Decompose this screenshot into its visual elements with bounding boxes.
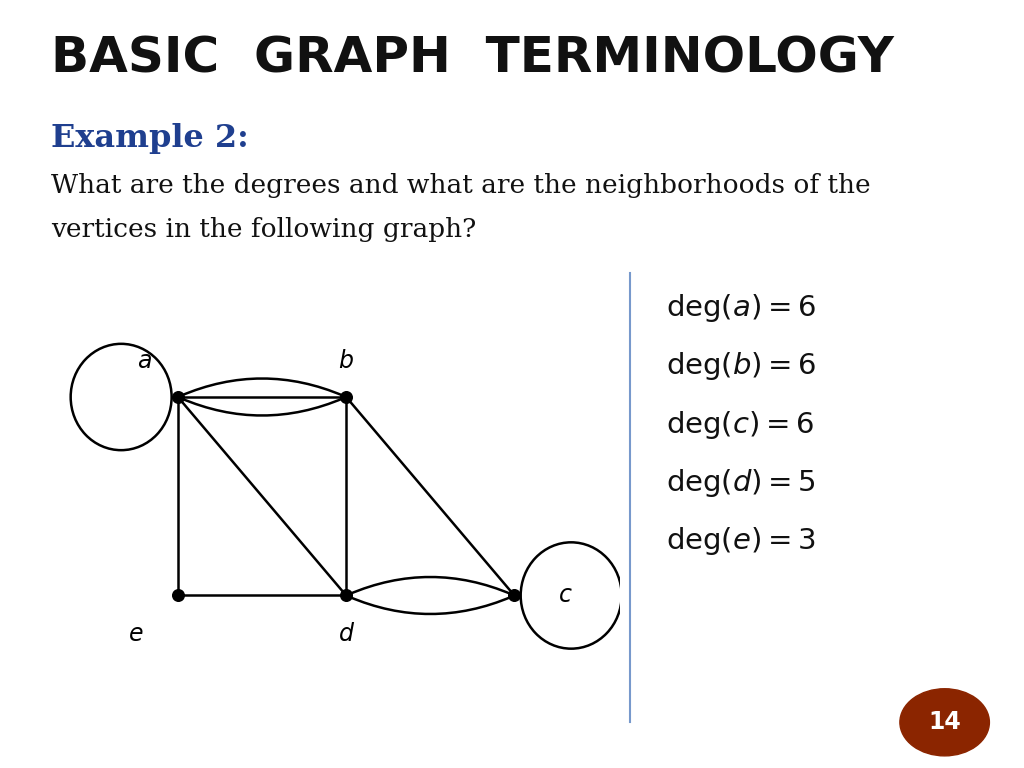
Text: $\mathrm{deg}(\mathit{a}) = 6$: $\mathrm{deg}(\mathit{a}) = 6$ bbox=[666, 292, 815, 324]
Text: vertices in the following graph?: vertices in the following graph? bbox=[51, 217, 476, 242]
Text: BASIC  GRAPH  TERMINOLOGY: BASIC GRAPH TERMINOLOGY bbox=[51, 35, 894, 83]
Point bbox=[506, 589, 522, 601]
Text: $\mathit{b}$: $\mathit{b}$ bbox=[338, 350, 354, 373]
FancyArrowPatch shape bbox=[180, 398, 344, 415]
Text: $\mathrm{deg}(\mathit{b}) = 6$: $\mathrm{deg}(\mathit{b}) = 6$ bbox=[666, 350, 816, 382]
Point bbox=[170, 391, 186, 403]
Text: $\mathit{d}$: $\mathit{d}$ bbox=[338, 623, 354, 646]
Text: 14: 14 bbox=[929, 710, 961, 734]
Point bbox=[338, 391, 354, 403]
Text: $\mathit{c}$: $\mathit{c}$ bbox=[557, 584, 572, 607]
Text: $\mathrm{deg}(\mathit{c}) = 6$: $\mathrm{deg}(\mathit{c}) = 6$ bbox=[666, 409, 814, 441]
Text: Example 2:: Example 2: bbox=[51, 123, 249, 154]
FancyArrowPatch shape bbox=[180, 379, 344, 396]
Circle shape bbox=[900, 689, 989, 756]
Text: $\mathrm{deg}(\mathit{d}) = 5$: $\mathrm{deg}(\mathit{d}) = 5$ bbox=[666, 467, 815, 499]
Text: $\mathit{e}$: $\mathit{e}$ bbox=[128, 623, 143, 646]
Point bbox=[338, 589, 354, 601]
Point bbox=[170, 589, 186, 601]
Text: $\mathit{a}$: $\mathit{a}$ bbox=[137, 350, 152, 373]
FancyArrowPatch shape bbox=[349, 577, 512, 594]
Text: $\mathrm{deg}(\mathit{e}) = 3$: $\mathrm{deg}(\mathit{e}) = 3$ bbox=[666, 525, 815, 558]
FancyArrowPatch shape bbox=[349, 597, 512, 614]
Text: What are the degrees and what are the neighborhoods of the: What are the degrees and what are the ne… bbox=[51, 173, 870, 198]
